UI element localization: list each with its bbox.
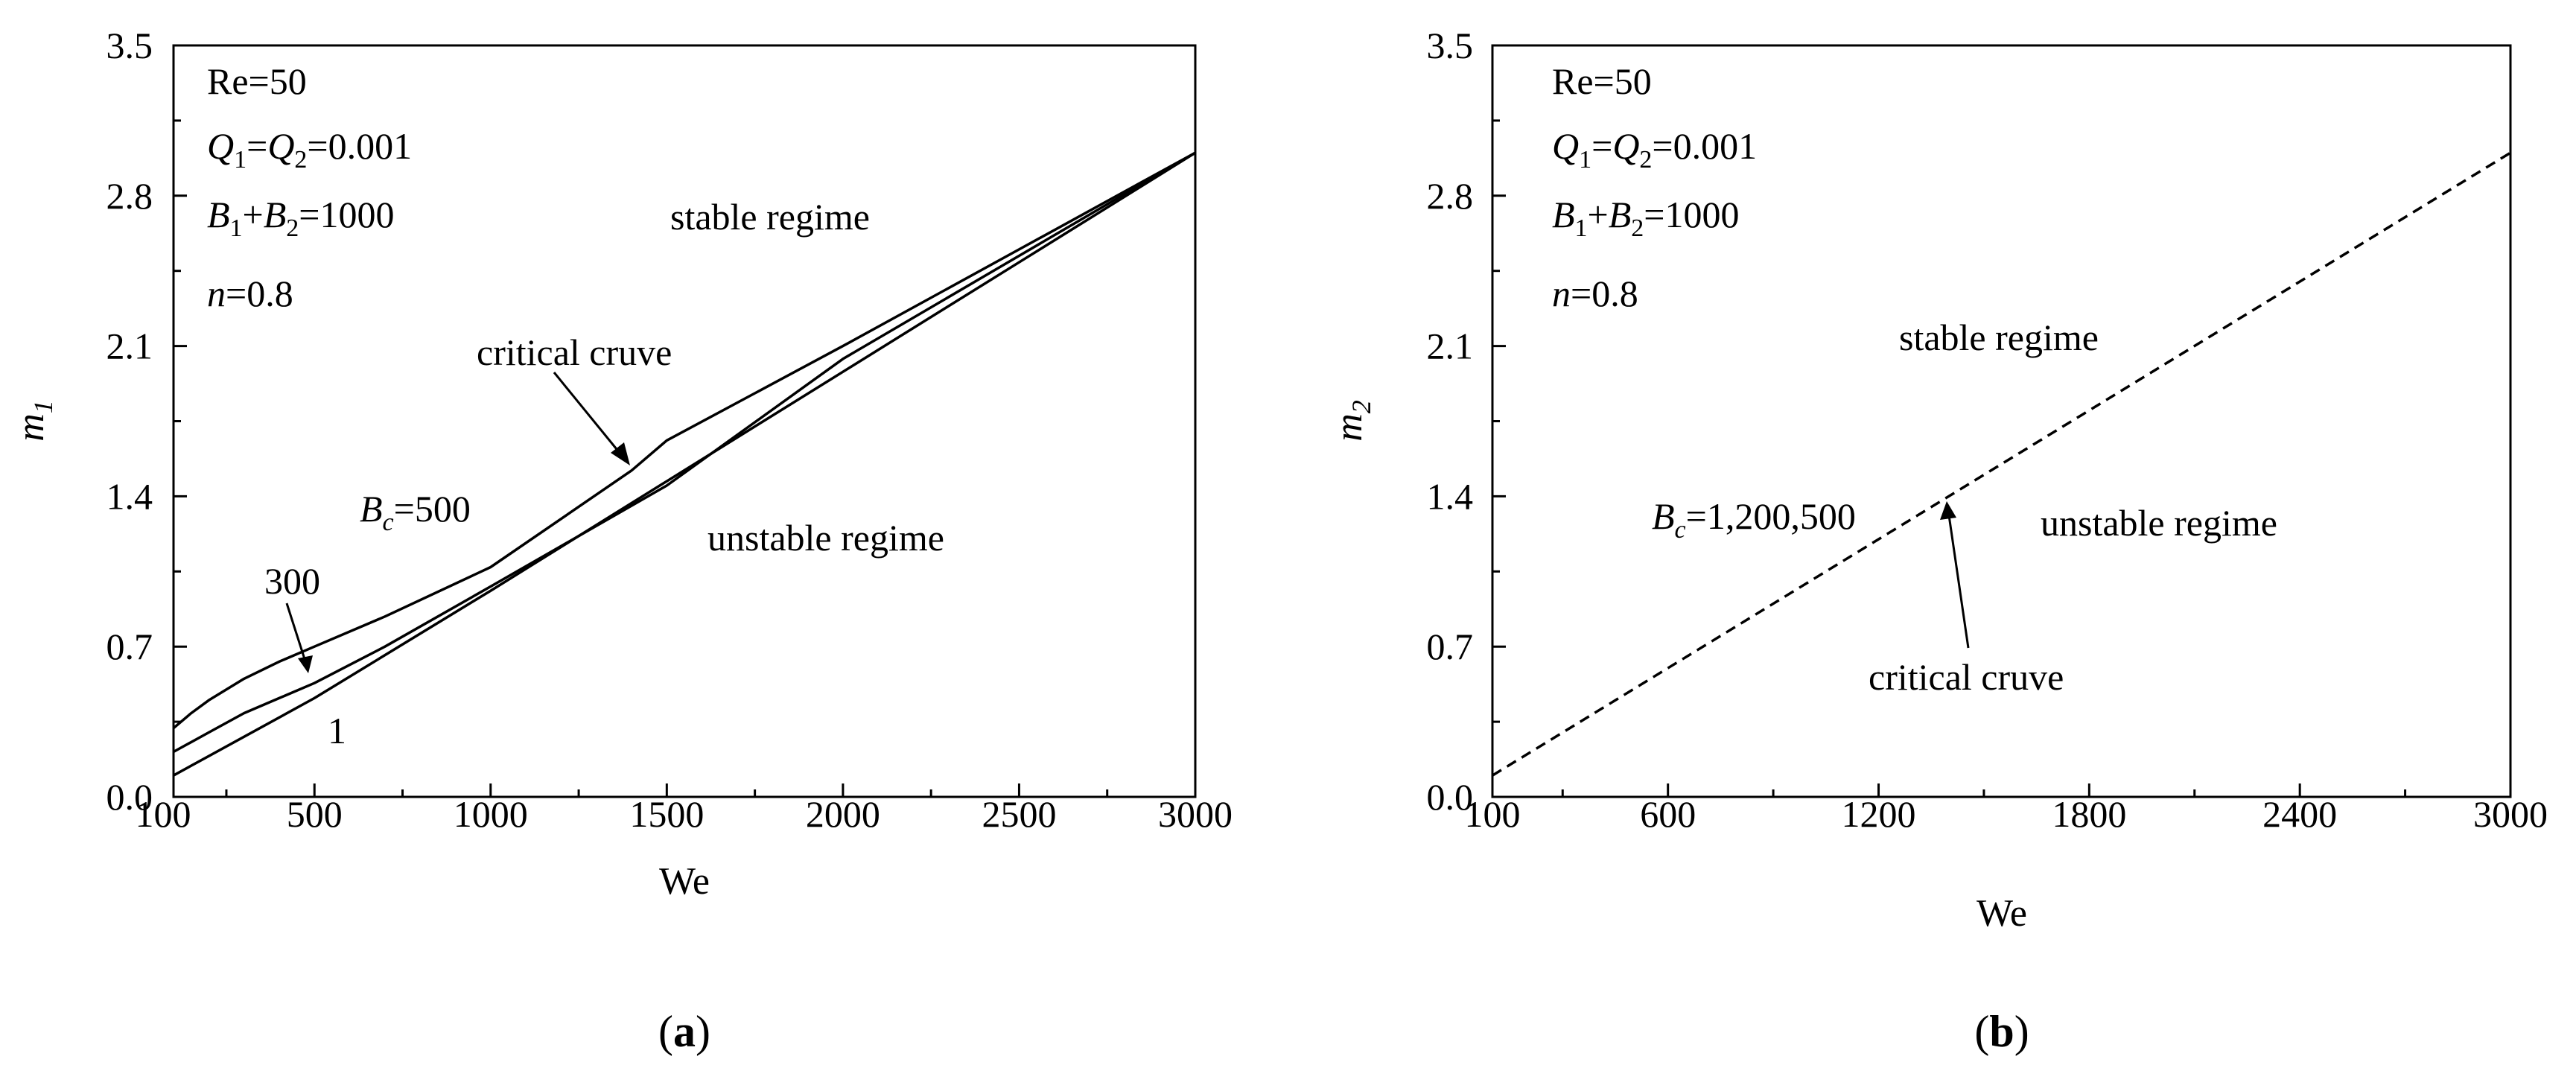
panel-b-x-tick-label-3: 1800 (2052, 793, 2126, 835)
panel-b-bc-label: Bc=1,200,500 (1652, 495, 1856, 544)
panel-b-param-n: n=0.8 (1552, 273, 1638, 314)
panel-b-y-tick-label-1: 0.7 (1427, 626, 1474, 667)
panel-a-x-tick-label-2: 1000 (454, 793, 528, 835)
panel-b-x-tick-label-0: 100 (1465, 793, 1521, 835)
panel-a-y-tick-label-5: 3.5 (106, 25, 153, 66)
panel-a-x-tick-label-1: 500 (287, 793, 343, 835)
panel-a-curves (172, 151, 1196, 777)
panel-a-y-tick-label-1: 0.7 (106, 626, 153, 667)
panel-a-ticks: 100 500 1000 1500 2000 2500 3000 0.0 0.7 1.4 2.1 2.… (106, 25, 1233, 835)
panel-b: 100 600 1200 1800 2400 3000 0.0 0.7 1.4 2.1 2.8 3.5… (1328, 25, 2548, 1056)
panel-b-x-tick-label-2: 1200 (1842, 793, 1916, 835)
panel-a-x-tick-label-3: 1500 (629, 793, 704, 835)
panel-a-x-tick-label-4: 2000 (806, 793, 880, 835)
panel-b-critical-arrow-line (1947, 515, 1970, 649)
panel-a-series-1 (173, 151, 1196, 754)
panel-a-param-q: Q1=Q2=0.001 (207, 125, 412, 174)
panel-b-critical-arrow-head (1940, 501, 1956, 520)
panel-a-param-b: B1+B2=1000 (207, 194, 395, 242)
panel-b-y-tick-label-0: 0.0 (1427, 776, 1474, 818)
panel-a-bc300-label: 300 (264, 560, 320, 602)
panel-a-stable-label: stable regime (670, 196, 870, 238)
panel-a-series-0 (172, 151, 1196, 730)
panel-a-bc1-label: 1 (328, 710, 346, 751)
panel-b-param-q: Q1=Q2=0.001 (1552, 125, 1757, 174)
panel-a-bc300-arrow-line (285, 603, 307, 662)
panel-b-caption: (b) (1974, 1007, 2029, 1056)
panel-a-y-tick-label-0: 0.0 (106, 776, 153, 818)
panel-a-x-tick-label-6: 3000 (1158, 793, 1233, 835)
panel-b-x-axis-title: We (1976, 892, 2027, 935)
panel-b-curves (1492, 151, 2511, 777)
panel-a-x-tick-label-5: 2500 (982, 793, 1056, 835)
panel-b-param-re: Re=50 (1552, 60, 1652, 102)
panel-b-y-tick-label-4: 2.8 (1427, 175, 1474, 217)
panel-b-y-tick-label-2: 1.4 (1427, 475, 1474, 517)
panel-a-critical-arrow-head (611, 442, 630, 465)
panel-a-bc500-label: Bc=500 (360, 488, 471, 536)
panel-a-y-tick-label-3: 2.1 (106, 325, 153, 367)
panel-b-ticks: 100 600 1200 1800 2400 3000 0.0 0.7 1.4 2.1 2.8 3.5 (1427, 25, 2548, 835)
panel-b-x-tick-label-1: 600 (1640, 793, 1696, 835)
panel-b-stable-label: stable regime (1899, 317, 2099, 358)
panel-a-unstable-label: unstable regime (707, 517, 944, 559)
panel-a-x-axis-title: We (659, 860, 710, 903)
panel-a-x-tick-label-0: 100 (136, 793, 191, 835)
panel-b-param-b: B1+B2=1000 (1552, 194, 1740, 242)
panel-b-y-tick-label-5: 3.5 (1427, 25, 1474, 66)
panel-a-critical-label: critical cruve (477, 331, 672, 373)
panel-b-x-tick-label-4: 2400 (2262, 793, 2337, 835)
panel-b-x-tick-label-5: 3000 (2473, 793, 2548, 835)
panel-a: 100 500 1000 1500 2000 2500 3000 0.0 0.7 1.4 2.1 2.… (10, 25, 1233, 1056)
panel-a-bc300-arrow-head (298, 655, 313, 673)
panel-b-unstable-label: unstable regime (2041, 502, 2277, 544)
panel-a-y-tick-label-2: 1.4 (106, 475, 153, 517)
panel-b-series-0 (1492, 151, 2511, 777)
panel-a-y-tick-label-4: 2.8 (106, 175, 153, 217)
panel-a-y-axis-title: m1 (10, 400, 58, 442)
panel-a-param-re: Re=50 (207, 60, 307, 102)
panel-b-critical-label: critical cruve (1869, 656, 2064, 698)
panel-b-y-axis-title: m2 (1328, 400, 1376, 442)
panel-a-param-n: n=0.8 (207, 273, 293, 314)
panel-a-series-2 (173, 151, 1196, 777)
panel-a-caption: (a) (658, 1007, 710, 1056)
panel-b-y-tick-label-3: 2.1 (1427, 325, 1474, 367)
panel-a-critical-arrow-line (553, 372, 621, 454)
